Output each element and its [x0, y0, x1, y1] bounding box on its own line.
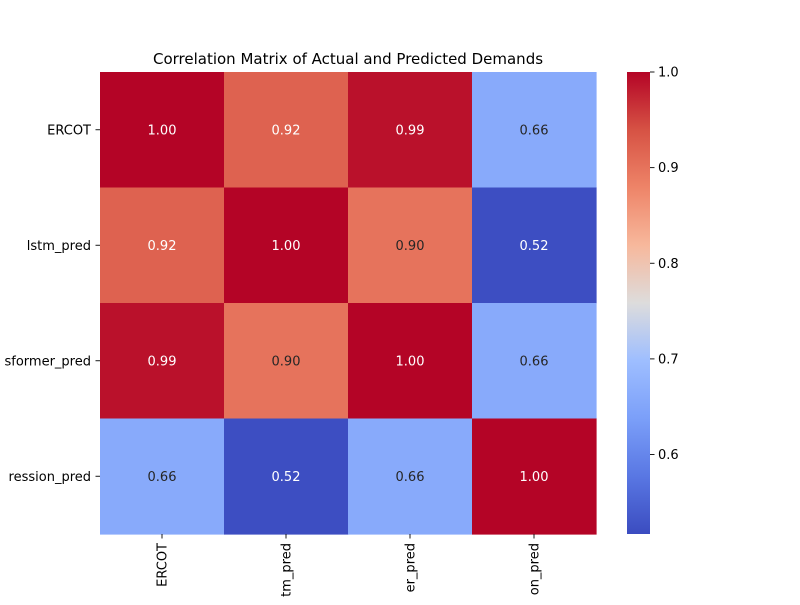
colorbar: 0.6 0.7 0.8 0.9 1.0 — [627, 66, 679, 534]
heatmap-cell — [348, 187, 473, 304]
row-tick-label: ERCOT — [47, 123, 91, 138]
cell-value-label: 0.92 — [148, 239, 177, 254]
heatmap-cell — [224, 72, 349, 189]
heatmap-cell — [224, 187, 349, 304]
row-axis: ERCOT lstm_pred sformer_pred ression_pred — [5, 123, 100, 485]
heatmap-cell — [348, 418, 473, 535]
column-tick-label: on_pred — [528, 543, 543, 595]
cell-value-label: 0.66 — [520, 354, 549, 369]
column-axis: ERCOT tm_pred er_pred on_pred — [156, 534, 543, 597]
cell-value-label: 0.52 — [272, 470, 301, 485]
row-tick-label: sformer_pred — [5, 354, 92, 369]
colorbar-tick-label: 0.7 — [658, 352, 679, 367]
heatmap-cell — [100, 187, 225, 304]
heatmap-cell — [348, 303, 473, 420]
cell-value-label: 1.00 — [396, 354, 425, 369]
colorbar-tick-label: 0.6 — [658, 448, 679, 463]
cell-value-label: 1.00 — [148, 123, 177, 138]
cell-value-label: 0.90 — [396, 239, 425, 254]
row-tick-label: lstm_pred — [27, 239, 91, 254]
chart-title: Correlation Matrix of Actual and Predict… — [153, 50, 543, 68]
heatmap-cell — [224, 418, 349, 535]
heatmap-cells — [100, 72, 597, 535]
column-tick-label: tm_pred — [280, 543, 295, 597]
cell-value-label: 0.99 — [396, 123, 425, 138]
heatmap-cell — [100, 303, 225, 420]
cell-value-label: 1.00 — [272, 239, 301, 254]
colorbar-tick-label: 1.0 — [658, 66, 679, 81]
row-tick-label: ression_pred — [9, 470, 91, 485]
cell-value-label: 0.52 — [520, 239, 549, 254]
colorbar-tick-label: 0.8 — [658, 257, 679, 272]
colorbar-tick-label: 0.9 — [658, 161, 679, 176]
colorbar-gradient — [627, 72, 650, 534]
cell-annotations: 1.00 0.92 0.99 0.66 0.92 1.00 0.90 0.52 0.99 0.90… — [148, 123, 549, 485]
heatmap-cell — [472, 303, 597, 420]
heatmap-cell — [472, 72, 597, 189]
column-tick-label: ERCOT — [156, 543, 171, 587]
cell-value-label: 0.99 — [148, 354, 177, 369]
heatmap-cell — [348, 72, 473, 189]
cell-value-label: 0.90 — [272, 354, 301, 369]
heatmap-cell — [472, 418, 597, 535]
cell-value-label: 0.66 — [396, 470, 425, 485]
heatmap-cell — [472, 187, 597, 304]
cell-value-label: 0.92 — [272, 123, 301, 138]
cell-value-label: 0.66 — [148, 470, 177, 485]
heatmap-cell — [100, 418, 225, 535]
cell-value-label: 0.66 — [520, 123, 549, 138]
heatmap-cell — [224, 303, 349, 420]
column-tick-label: er_pred — [404, 543, 419, 592]
heatmap-cell — [100, 72, 225, 189]
cell-value-label: 1.00 — [520, 470, 549, 485]
